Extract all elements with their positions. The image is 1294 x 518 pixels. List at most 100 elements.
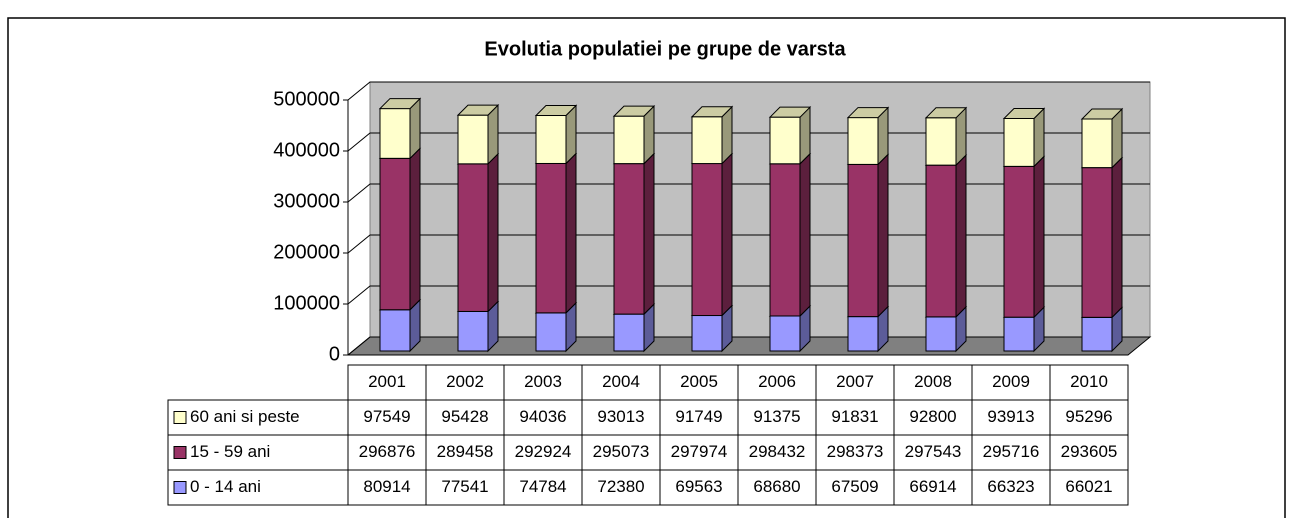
x-tick-label: 2003 <box>524 372 562 391</box>
legend-label: 0 - 14 ani <box>190 477 261 496</box>
bar-side <box>955 153 967 319</box>
bar-side <box>877 153 889 318</box>
bar-side <box>487 152 499 313</box>
x-tick-label: 2007 <box>836 372 874 391</box>
table-value: 66323 <box>987 477 1034 496</box>
bar-front <box>613 163 645 315</box>
table-value: 77541 <box>441 477 488 496</box>
table-value: 92800 <box>909 407 956 426</box>
grid-line <box>347 234 1150 254</box>
table-value: 67509 <box>831 477 878 496</box>
chart-title: Evolutia populatiei pe grupe de varsta <box>484 38 846 60</box>
bar-front <box>691 315 723 352</box>
bar-front <box>691 116 723 165</box>
bar-front <box>1081 316 1113 352</box>
table-value: 293605 <box>1061 442 1118 461</box>
table-value: 298373 <box>827 442 884 461</box>
bar-side <box>565 152 577 315</box>
bar-top <box>534 105 578 117</box>
bar-front <box>457 310 489 352</box>
bar-side <box>1033 155 1045 319</box>
legend-swatch <box>173 481 187 494</box>
bar-top <box>768 106 812 118</box>
bar-side <box>1111 156 1123 319</box>
bar-front <box>925 164 957 318</box>
table-row-border <box>167 469 1129 506</box>
y-tick-label: 0 <box>329 343 340 365</box>
bar-front <box>613 115 645 165</box>
table-value: 94036 <box>519 407 566 426</box>
table-value: 91749 <box>675 407 722 426</box>
bar-front <box>769 163 801 317</box>
bar-front <box>457 163 489 312</box>
y-tick-label: 300000 <box>273 190 340 212</box>
bar-top <box>924 107 968 119</box>
bar-top <box>1002 107 1046 119</box>
table-value: 297543 <box>905 442 962 461</box>
x-tick-label: 2006 <box>758 372 796 391</box>
x-tick-label: 2004 <box>602 372 640 391</box>
y-tick-label: 200000 <box>273 241 340 263</box>
x-tick-label: 2010 <box>1070 372 1108 391</box>
grid-line <box>347 336 1150 356</box>
grid-line <box>347 183 1150 203</box>
bar-front <box>847 316 879 352</box>
table-value: 66021 <box>1065 477 1112 496</box>
bar-side <box>409 147 421 311</box>
table-value: 295716 <box>983 442 1040 461</box>
table-value: 97549 <box>363 407 410 426</box>
bar-top <box>690 106 734 118</box>
bar-front <box>379 157 411 311</box>
table-value: 292924 <box>515 442 572 461</box>
x-tick-label: 2002 <box>446 372 484 391</box>
table-value: 95296 <box>1065 407 1112 426</box>
bar-front <box>1003 316 1035 352</box>
bar-front <box>379 108 411 159</box>
table-value: 68680 <box>753 477 800 496</box>
bar-front <box>379 309 411 352</box>
bar-front <box>535 162 567 314</box>
y-tick-label: 400000 <box>273 139 340 161</box>
x-tick-label: 2001 <box>368 372 406 391</box>
x-tick-label: 2005 <box>680 372 718 391</box>
y-tick-label: 500000 <box>273 88 340 110</box>
bar-top <box>456 104 500 116</box>
bar-front <box>847 117 879 165</box>
legend-label: 60 ani si peste <box>190 407 300 426</box>
y-tick-label: 100000 <box>273 292 340 314</box>
bar-front <box>769 315 801 352</box>
table-value: 295073 <box>593 442 650 461</box>
grid-line <box>347 132 1150 152</box>
table-value: 80914 <box>363 477 410 496</box>
bar-front <box>535 115 567 164</box>
table-value: 91831 <box>831 407 878 426</box>
legend-swatch <box>173 446 187 459</box>
bar-top <box>1080 108 1124 120</box>
bar-front <box>1003 117 1035 167</box>
bar-front <box>613 313 645 352</box>
bar-front <box>925 117 957 166</box>
table-value: 93913 <box>987 407 1034 426</box>
grid-line <box>347 81 1150 101</box>
bar-front <box>1003 165 1035 318</box>
legend-label: 15 - 59 ani <box>190 442 270 461</box>
bar-front <box>769 116 801 165</box>
table-value: 95428 <box>441 407 488 426</box>
bar-front <box>1081 118 1113 169</box>
table-value: 93013 <box>597 407 644 426</box>
bar-top <box>846 107 890 119</box>
table-value: 297974 <box>671 442 728 461</box>
bar-front <box>691 163 723 317</box>
bar-front <box>457 114 489 165</box>
bar-top <box>612 105 656 117</box>
table-value: 72380 <box>597 477 644 496</box>
bar-side <box>721 152 733 317</box>
table-value: 298432 <box>749 442 806 461</box>
bar-side <box>799 152 811 318</box>
table-value: 74784 <box>519 477 566 496</box>
bar-top <box>378 98 422 110</box>
bar-front <box>925 316 957 352</box>
x-tick-label: 2008 <box>914 372 952 391</box>
legend-swatch <box>173 411 187 424</box>
